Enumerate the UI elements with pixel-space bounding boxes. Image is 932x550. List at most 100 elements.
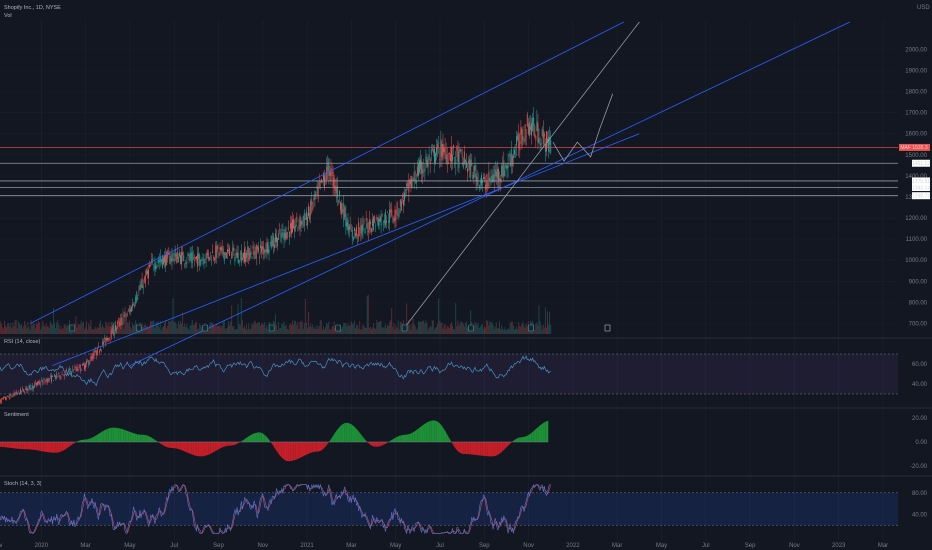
candle-body bbox=[462, 161, 464, 168]
volume-bar bbox=[342, 326, 344, 334]
candle-body bbox=[278, 233, 280, 240]
candle-body bbox=[515, 153, 516, 155]
candle-body bbox=[95, 350, 97, 356]
candle-body bbox=[443, 147, 445, 152]
volume-bar bbox=[187, 328, 189, 334]
price-level-tag bbox=[912, 183, 930, 191]
candle-body bbox=[362, 223, 364, 232]
candle-body bbox=[343, 203, 345, 221]
volume-bar bbox=[496, 328, 498, 334]
volume-bar bbox=[452, 325, 453, 334]
candle-body bbox=[8, 396, 10, 398]
volume-bar bbox=[453, 328, 455, 334]
volume-bar bbox=[522, 321, 524, 334]
volume-bar bbox=[473, 325, 475, 334]
candle-body bbox=[62, 374, 64, 376]
candle-body bbox=[406, 183, 408, 187]
candle-body bbox=[180, 255, 181, 264]
sentiment-area bbox=[174, 442, 177, 449]
volume-bar bbox=[212, 323, 213, 334]
sentiment-area bbox=[300, 442, 304, 458]
sentiment-area bbox=[497, 442, 500, 456]
volume-bar bbox=[146, 326, 148, 334]
sentiment-area bbox=[470, 442, 474, 455]
candle-body bbox=[445, 153, 447, 163]
candle-body bbox=[369, 221, 371, 225]
volume-bar bbox=[523, 325, 525, 334]
candle-body bbox=[508, 154, 510, 157]
volume-bar bbox=[533, 323, 535, 334]
candle-body bbox=[512, 155, 514, 158]
volume-bar bbox=[314, 327, 316, 334]
candle-body bbox=[390, 209, 392, 213]
volume-bar bbox=[343, 323, 345, 334]
sentiment-area bbox=[152, 438, 155, 442]
candle-body bbox=[126, 313, 128, 316]
volume-bar bbox=[357, 324, 359, 334]
candle-body bbox=[510, 149, 512, 167]
volume-bar bbox=[16, 328, 18, 334]
volume-bar bbox=[521, 323, 523, 334]
volume-bar bbox=[260, 325, 261, 334]
candle-body bbox=[154, 262, 156, 270]
volume-bar bbox=[77, 323, 79, 334]
candle-body bbox=[289, 223, 291, 229]
sentiment-area bbox=[509, 442, 512, 445]
sentiment-area bbox=[261, 432, 265, 442]
sentiment-area bbox=[368, 442, 372, 446]
sentiment-area bbox=[232, 442, 236, 446]
volume-bar bbox=[410, 329, 412, 334]
volume-bar bbox=[478, 327, 480, 334]
volume-bar bbox=[518, 322, 520, 334]
sentiment-area bbox=[419, 425, 423, 442]
candle-body bbox=[245, 253, 247, 262]
volume-bar bbox=[96, 327, 98, 334]
candle-body bbox=[139, 285, 141, 290]
volume-bar bbox=[167, 325, 169, 334]
volume-bar bbox=[240, 297, 242, 334]
candle-body bbox=[519, 141, 521, 151]
candle-body bbox=[505, 163, 507, 168]
candle-body bbox=[235, 253, 237, 255]
volume-bar bbox=[126, 322, 128, 334]
y-tick-label: 1600.00 bbox=[905, 132, 927, 138]
candle-body bbox=[403, 200, 404, 206]
candle-body bbox=[480, 175, 482, 186]
volume-bar bbox=[550, 324, 552, 334]
earnings-marker bbox=[135, 324, 142, 332]
candle-body bbox=[117, 322, 119, 325]
sentiment-area bbox=[256, 432, 260, 442]
volume-bar bbox=[422, 321, 424, 334]
candle-body bbox=[379, 217, 381, 222]
volume-bar bbox=[456, 326, 458, 334]
candle-body bbox=[478, 185, 480, 189]
candle-body bbox=[437, 144, 439, 149]
volume-bar bbox=[446, 325, 448, 334]
volume-bar bbox=[288, 325, 290, 334]
x-tick-label: Mar bbox=[80, 543, 90, 549]
candle-body bbox=[499, 178, 500, 181]
candle-body bbox=[295, 224, 297, 228]
candle-body bbox=[2, 397, 4, 399]
candle-body bbox=[396, 202, 398, 215]
sentiment-area bbox=[473, 442, 476, 455]
candle-body bbox=[215, 245, 217, 259]
candle-body bbox=[250, 251, 252, 255]
candle-body bbox=[9, 394, 11, 400]
volume-bar bbox=[511, 321, 513, 334]
candle-body bbox=[221, 245, 223, 250]
candle-body bbox=[524, 124, 526, 141]
volume-bar bbox=[442, 328, 444, 334]
candle-body bbox=[156, 265, 158, 266]
candle-body bbox=[185, 262, 187, 264]
sentiment-area bbox=[392, 437, 396, 442]
volume-bar bbox=[41, 326, 43, 334]
volume-bar bbox=[391, 308, 393, 334]
volume-bar bbox=[525, 323, 527, 334]
candle-body bbox=[16, 392, 18, 395]
candle-body bbox=[195, 257, 196, 259]
y-tick-label: 1000.00 bbox=[905, 258, 927, 264]
candle-body bbox=[277, 238, 279, 247]
sentiment-area bbox=[89, 437, 92, 442]
